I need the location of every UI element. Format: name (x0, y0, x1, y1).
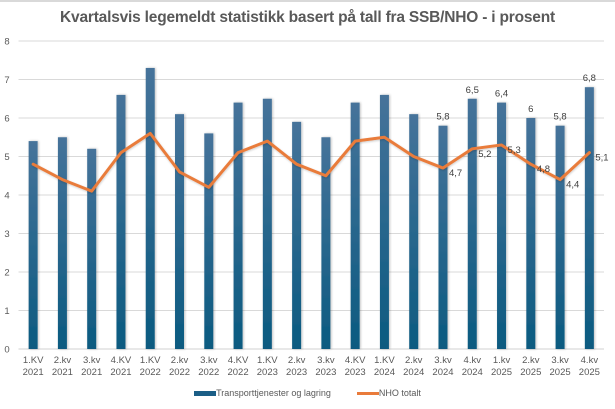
x-tick-label: 2.kv (171, 355, 189, 366)
x-tick-label-year: 2021 (81, 367, 102, 378)
x-tick-label-year: 2025 (520, 367, 541, 378)
bar (555, 125, 565, 349)
gridlines (18, 40, 604, 350)
x-tick-label: 2.kv (405, 355, 423, 366)
x-tick-label: 1.KV (374, 355, 395, 366)
y-tick-label: 2 (4, 268, 9, 279)
bar-data-label: 6,5 (466, 85, 479, 96)
bar (204, 133, 214, 349)
x-tick-label: 2.kv (288, 355, 306, 366)
y-tick-label: 4 (4, 191, 9, 202)
x-tick-label-year: 2023 (286, 367, 307, 378)
x-tick-label-year: 2025 (550, 367, 571, 378)
x-tick-label: 4.kv (464, 355, 482, 366)
y-tick-label: 0 (4, 345, 9, 356)
y-tick-label: 1 (4, 306, 9, 317)
x-tick-label-year: 2021 (23, 367, 44, 378)
x-tick-label: 3.kv (434, 355, 452, 366)
x-tick-label: 4.KV (228, 355, 249, 366)
bar-series (28, 67, 594, 350)
bar (526, 118, 536, 349)
y-tick-label: 7 (4, 75, 9, 86)
x-tick-label: 1.KV (140, 355, 161, 366)
legend-item-line[interactable]: NHO totalt (356, 388, 421, 398)
x-tick-label-year: 2023 (315, 367, 336, 378)
line-data-label: 5,1 (595, 153, 608, 164)
legend-swatch-bar (194, 390, 217, 396)
bar (292, 121, 302, 349)
x-axis: 1.KV20212.kv20213.kv20214.KV20211.KV2022… (23, 355, 600, 378)
line-series (31, 131, 591, 193)
x-tick-label: 3.kv (317, 355, 335, 366)
x-tick-label: 1.KV (257, 355, 278, 366)
y-tick-label: 5 (4, 152, 9, 163)
bar (584, 87, 594, 349)
bar (467, 98, 477, 349)
y-axis: 0 1 2 3 4 5 6 7 8 (4, 37, 9, 356)
bar (262, 98, 272, 349)
x-tick-label: 4.kv (581, 355, 599, 366)
x-tick-label-year: 2025 (491, 367, 512, 378)
bar (409, 114, 419, 350)
bar-data-label: 5,8 (436, 112, 449, 123)
x-tick-label: 2.kv (522, 355, 540, 366)
bar-data-label: 5,8 (553, 112, 566, 123)
bar (321, 137, 331, 349)
bar (87, 148, 97, 349)
x-tick-label: 1.KV (23, 355, 44, 366)
line-data-label: 5,3 (508, 145, 521, 156)
x-tick-label-year: 2024 (462, 367, 483, 378)
x-tick-label-year: 2023 (345, 367, 366, 378)
bar (57, 137, 67, 349)
line-data-label: 4,4 (566, 180, 579, 191)
bar (175, 114, 185, 350)
bar (497, 102, 507, 349)
nho-line (31, 131, 591, 193)
bar-data-label: 6 (528, 104, 533, 115)
x-tick-label-year: 2024 (374, 367, 395, 378)
bar (379, 94, 389, 350)
legend: Transporttjenester og lagring NHO totalt (0, 388, 615, 398)
bar (438, 125, 448, 349)
line-data-label: 4,7 (449, 168, 462, 179)
bar (233, 102, 243, 349)
bar (145, 67, 155, 349)
x-tick-label-year: 2022 (169, 367, 190, 378)
x-tick-label-year: 2024 (403, 367, 424, 378)
x-tick-label-year: 2022 (140, 367, 161, 378)
bar-data-label: 6,4 (495, 89, 508, 100)
x-tick-label: 3.kv (200, 355, 218, 366)
bar (28, 141, 38, 349)
chart-title: Kvartalsvis legemeldt statistikk basert … (60, 9, 555, 26)
x-tick-label-year: 2021 (52, 367, 73, 378)
x-tick-label-year: 2022 (198, 367, 219, 378)
x-tick-label: 1.kv (493, 355, 511, 366)
y-tick-label: 3 (4, 229, 9, 240)
x-tick-label-year: 2021 (110, 367, 131, 378)
x-tick-label-year: 2023 (257, 367, 278, 378)
x-tick-label: 2.kv (54, 355, 72, 366)
bar (116, 94, 126, 350)
bar-data-label: 6,8 (583, 73, 596, 84)
bar (350, 102, 360, 349)
y-tick-label: 6 (4, 114, 9, 125)
x-tick-label-year: 2025 (579, 367, 600, 378)
y-tick-label: 8 (4, 37, 9, 48)
x-tick-label: 3.kv (83, 355, 101, 366)
legend-item-bars[interactable]: Transporttjenester og lagring (194, 388, 331, 398)
line-data-label: 4,8 (537, 164, 550, 175)
legend-swatch-line (356, 391, 379, 395)
legend-label-bars: Transporttjenester og lagring (216, 388, 331, 398)
x-tick-label-year: 2024 (432, 367, 453, 378)
x-tick-label-year: 2022 (227, 367, 248, 378)
legend-label-line: NHO totalt (378, 388, 421, 398)
line-data-label: 5,2 (478, 149, 491, 160)
x-tick-label: 3.kv (551, 355, 569, 366)
data-labels: 5,8 6,5 6,4 6 5,8 6,8 4,7 5,2 5,3 4,8 4,4 5,1 (436, 73, 608, 190)
x-tick-label: 4.KV (345, 355, 366, 366)
x-tick-label: 4.KV (111, 355, 132, 366)
